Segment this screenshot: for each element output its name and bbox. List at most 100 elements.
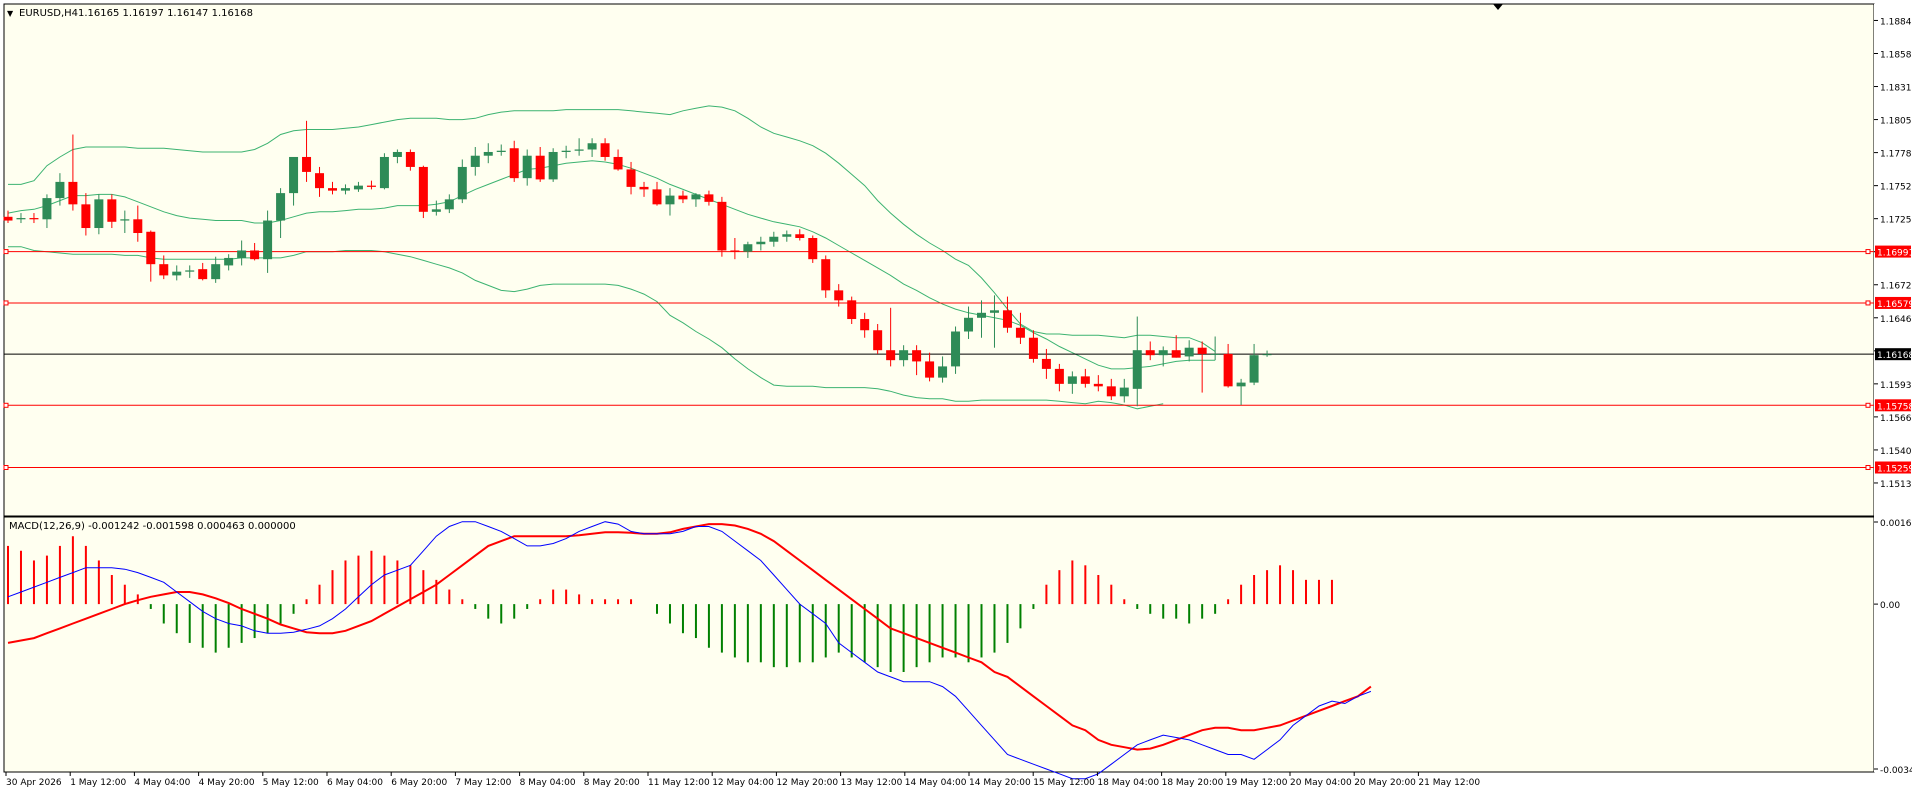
bull-candle [379,156,389,189]
time-tick-label: 30 Apr 2026 [6,778,62,788]
hline-handle-right-2[interactable] [1865,402,1871,408]
symbol-menu-arrow[interactable]: ▼ [7,9,14,18]
bear-candle [418,166,428,212]
bull-candle [938,366,948,378]
macd-signal-line [7,523,1372,751]
bear-candle [821,259,831,291]
bull-candle [964,317,974,332]
bear-candle [198,269,208,280]
price-tick-label: 1.15930 [1880,381,1912,391]
time-tick-label: 12 May 20:00 [776,778,838,788]
bear-candle [730,250,740,252]
bear-candle [29,218,39,220]
hline-price-tag[interactable] [1875,245,1911,258]
bear-candle [626,169,636,187]
bull-candle [756,241,766,245]
main-panel-background[interactable] [3,3,1875,517]
bull-candle [769,236,779,242]
bands-upper-line [8,105,1216,352]
time-tick-label: 18 May 04:00 [1097,778,1159,788]
bear-candle [250,250,260,260]
time-tick-label: 20 May 04:00 [1290,778,1352,788]
bear-candle [873,330,883,351]
time-tick-label: 19 May 12:00 [1226,778,1288,788]
bear-candle [678,195,688,200]
time-tick-label: 6 May 04:00 [327,778,383,788]
hline-handle-left-3[interactable] [3,465,9,471]
candlesticks [3,120,1272,407]
time-tick-label: 14 May 20:00 [969,778,1031,788]
bear-candle [834,290,844,301]
bull-candle [899,350,909,361]
time-tick-label: 21 May 12:00 [1418,778,1480,788]
chart-symbol-label: EURUSD,H4 [19,8,78,19]
hline-handle-left-1[interactable] [3,300,9,306]
bear-candle [912,350,922,362]
bear-candle [1197,347,1207,354]
bear-candle [1093,383,1103,387]
price-tick-label: 1.17785 [1880,150,1912,160]
bull-candle [1119,387,1129,397]
bear-candle [613,156,623,170]
chart-shift-marker[interactable] [1493,4,1503,10]
macd-indicator-label: MACD(12,26,9) -0.001242 -0.001598 0.0004… [9,521,296,532]
bull-candle [16,218,26,220]
bear-candle [315,173,325,189]
bull-candle [444,199,454,210]
bollinger-bands [7,105,1216,410]
price-axis-background [1874,4,1911,772]
macd-tick-label: -0.00340 [1880,766,1912,776]
bull-candle [496,150,506,152]
hline-handle-right-3[interactable] [1865,465,1871,471]
bull-candle [120,219,130,221]
horizontal-lines[interactable] [3,249,1874,471]
time-tick-label: 18 May 20:00 [1162,778,1224,788]
bear-candle [3,216,13,221]
bull-candle [587,143,597,150]
bull-candle [989,310,999,313]
bull-candle [782,234,792,237]
bear-candle [639,186,649,190]
hline-handle-right-0[interactable] [1865,249,1871,255]
bear-candle [68,181,78,205]
bull-candle [1249,355,1259,383]
price-tick-label: 1.16460 [1880,315,1912,325]
bull-candle [289,156,299,194]
bear-candle [808,237,818,260]
hline-price-tag[interactable] [1875,461,1911,474]
bull-candle [263,220,273,260]
current-price-tag [1875,348,1911,361]
time-tick-label: 20 May 20:00 [1354,778,1416,788]
bull-candle [392,151,402,157]
bull-candle [743,244,753,252]
bull-candle [55,181,65,199]
bear-candle [1171,350,1181,358]
price-tick-label: 1.17520 [1880,183,1912,193]
bull-candle [1262,354,1272,356]
bull-candle [1067,376,1077,384]
hline-handle-right-1[interactable] [1865,300,1871,306]
price-tick-label: 1.18315 [1880,84,1912,94]
bear-candle [1145,350,1155,356]
bull-candle [211,264,221,280]
bull-candle [691,194,701,200]
time-tick-label: 15 May 12:00 [1033,778,1095,788]
hline-price-tag[interactable] [1875,296,1911,309]
bear-candle [925,361,935,378]
macd-panel-background[interactable] [3,516,1875,773]
chart-ohlc-label: 1.16165 1.16197 1.16147 1.16168 [78,8,253,19]
bear-candle [652,189,662,205]
bear-candle [133,219,143,234]
hline-price-tag[interactable] [1875,399,1911,412]
bear-candle [509,148,519,179]
hline-handle-left-0[interactable] [3,249,9,255]
bull-candle [1158,350,1168,356]
bear-candle [159,264,169,276]
bull-candle [457,166,467,200]
bear-candle [146,231,156,265]
bear-candle [1223,353,1233,387]
time-tick-label: 4 May 04:00 [134,778,190,788]
hline-handle-left-2[interactable] [3,402,9,408]
